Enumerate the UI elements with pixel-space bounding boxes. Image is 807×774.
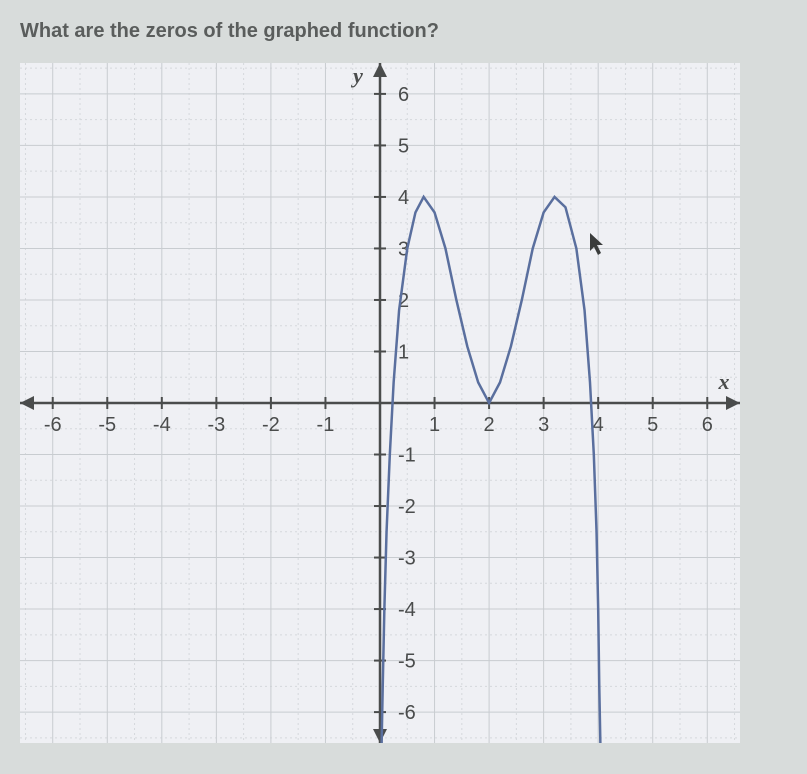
- svg-text:4: 4: [593, 414, 604, 436]
- svg-text:-2: -2: [262, 414, 280, 436]
- svg-text:-5: -5: [98, 414, 116, 436]
- question-text: What are the zeros of the graphed functi…: [20, 20, 787, 43]
- svg-text:5: 5: [398, 135, 409, 157]
- svg-text:-1: -1: [317, 414, 335, 436]
- svg-text:x: x: [718, 369, 730, 394]
- svg-text:-5: -5: [398, 651, 416, 673]
- svg-text:5: 5: [647, 414, 658, 436]
- svg-text:-3: -3: [398, 548, 416, 570]
- svg-text:-3: -3: [207, 414, 225, 436]
- svg-text:6: 6: [398, 84, 409, 106]
- svg-text:-4: -4: [153, 414, 171, 436]
- svg-text:3: 3: [538, 414, 549, 436]
- svg-text:-6: -6: [44, 414, 62, 436]
- svg-text:4: 4: [398, 187, 409, 209]
- svg-text:-4: -4: [398, 599, 416, 621]
- svg-text:-1: -1: [398, 445, 416, 467]
- svg-text:-6: -6: [398, 702, 416, 724]
- svg-text:2: 2: [484, 414, 495, 436]
- function-graph: -6-5-4-3-2-1123456-6-5-4-3-2-1123456yx: [20, 63, 740, 743]
- svg-text:1: 1: [429, 414, 440, 436]
- svg-text:6: 6: [702, 414, 713, 436]
- svg-text:1: 1: [398, 341, 409, 363]
- svg-text:-2: -2: [398, 496, 416, 518]
